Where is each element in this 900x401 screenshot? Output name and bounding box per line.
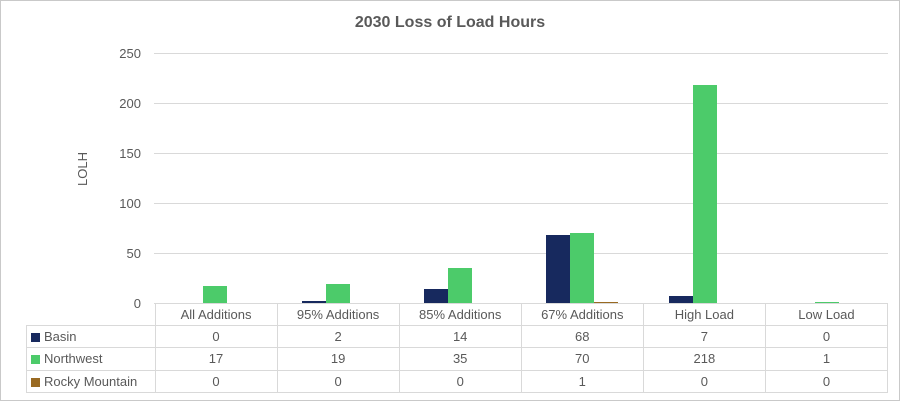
gridline-y-250 [154, 53, 888, 54]
y-tick-label-100: 100 [119, 195, 141, 211]
value-cell-rocky-mountain-high-load: 0 [642, 369, 766, 394]
value-cell-northwest-high-load: 218 [642, 347, 766, 371]
legend-swatch-basin [31, 333, 40, 343]
value-cell-northwest-67-additions: 70 [520, 347, 644, 371]
value-cell-rocky-mountain-85-additions: 0 [398, 369, 522, 394]
bar-northwest-67-additions [570, 233, 595, 303]
y-tick-label-50: 50 [126, 245, 141, 261]
bar-rocky-mountain-67-additions [594, 301, 619, 303]
legend-swatch-northwest [31, 355, 40, 365]
category-header-low-load: Low Load [764, 303, 889, 326]
value-cell-basin-67-additions: 68 [520, 324, 644, 349]
table-row-northwest: Northwest 17 19 35 70 218 1 [26, 347, 889, 371]
category-header-85-additions: 85% Additions [398, 303, 522, 326]
bar-basin-95-additions [301, 301, 326, 303]
legend-cell-rocky-mountain: Rocky Mountain [26, 369, 156, 394]
table-row-basin: Basin 0 2 14 68 7 0 [26, 324, 889, 349]
legend-label-northwest: Northwest [44, 351, 103, 367]
bar-basin-85-additions [423, 289, 448, 303]
legend-cell-basin: Basin [26, 324, 156, 349]
value-cell-rocky-mountain-low-load: 0 [764, 369, 889, 394]
value-cell-northwest-95-additions: 19 [276, 347, 400, 371]
value-cell-basin-85-additions: 14 [398, 324, 522, 349]
value-cell-basin-95-additions: 2 [276, 324, 400, 349]
bar-basin-67-additions [546, 235, 571, 303]
data-table: All Additions 95% Additions 85% Additions 6… [26, 303, 889, 394]
y-tick-label-150: 150 [119, 145, 141, 161]
bar-northwest-85-additions [447, 268, 472, 303]
table-corner-blank-cell [26, 303, 156, 326]
gridline-y-150 [154, 153, 888, 154]
value-cell-basin-high-load: 7 [642, 324, 766, 349]
category-header-high-load: High Load [642, 303, 766, 326]
category-header-all-additions: All Additions [154, 303, 278, 326]
legend-label-rocky-mountain: Rocky Mountain [44, 373, 138, 389]
value-cell-rocky-mountain-all-additions: 0 [154, 369, 278, 394]
legend-cell-northwest: Northwest [26, 347, 156, 371]
bar-northwest-all-additions [203, 286, 228, 303]
category-header-row: All Additions 95% Additions 85% Additions 6… [26, 303, 889, 326]
value-cell-basin-all-additions: 0 [154, 324, 278, 349]
bar-northwest-95-additions [325, 284, 350, 303]
chart-title: 2030 Loss of Load Hours [354, 14, 546, 31]
y-tick-label-200: 200 [119, 95, 141, 111]
gridline-y-50 [154, 253, 888, 254]
y-tick-label-250: 250 [119, 45, 141, 61]
bar-northwest-high-load [692, 85, 717, 303]
gridline-y-100 [154, 203, 888, 204]
value-cell-rocky-mountain-67-additions: 1 [520, 369, 644, 394]
value-cell-rocky-mountain-95-additions: 0 [276, 369, 400, 394]
table-row-rocky-mountain: Rocky Mountain 0 0 0 1 0 0 [26, 369, 889, 394]
category-header-95-additions: 95% Additions [276, 303, 400, 326]
value-cell-northwest-all-additions: 17 [154, 347, 278, 371]
bar-northwest-low-load [814, 301, 839, 303]
category-header-67-additions: 67% Additions [520, 303, 644, 326]
legend-label-basin: Basin [44, 329, 77, 345]
value-cell-northwest-low-load: 1 [764, 347, 889, 371]
legend-swatch-rocky-mountain [31, 377, 40, 387]
y-tick-label-0: 0 [133, 295, 141, 311]
value-cell-northwest-85-additions: 35 [398, 347, 522, 371]
gridline-y-200 [154, 103, 888, 104]
bar-basin-high-load [668, 296, 693, 303]
value-cell-basin-low-load: 0 [764, 324, 889, 349]
